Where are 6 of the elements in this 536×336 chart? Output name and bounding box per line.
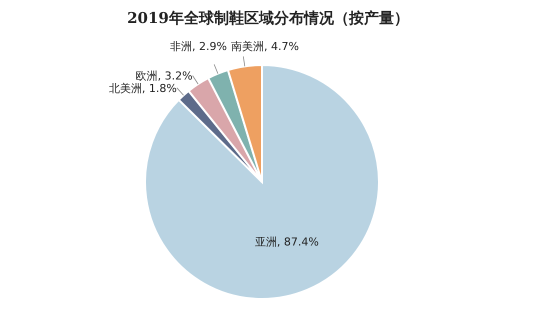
chart-title: 2019年全球制鞋区域分布情况（按产量）: [127, 9, 409, 27]
slice-label: 非洲, 2.9%: [170, 40, 227, 53]
slice-label: 北美洲, 1.8%: [108, 82, 177, 95]
slice-label: 亚洲, 87.4%: [254, 235, 319, 248]
slice-label: 南美洲, 4.7%: [231, 40, 299, 53]
slice-label: 欧洲, 3.2%: [136, 70, 193, 83]
